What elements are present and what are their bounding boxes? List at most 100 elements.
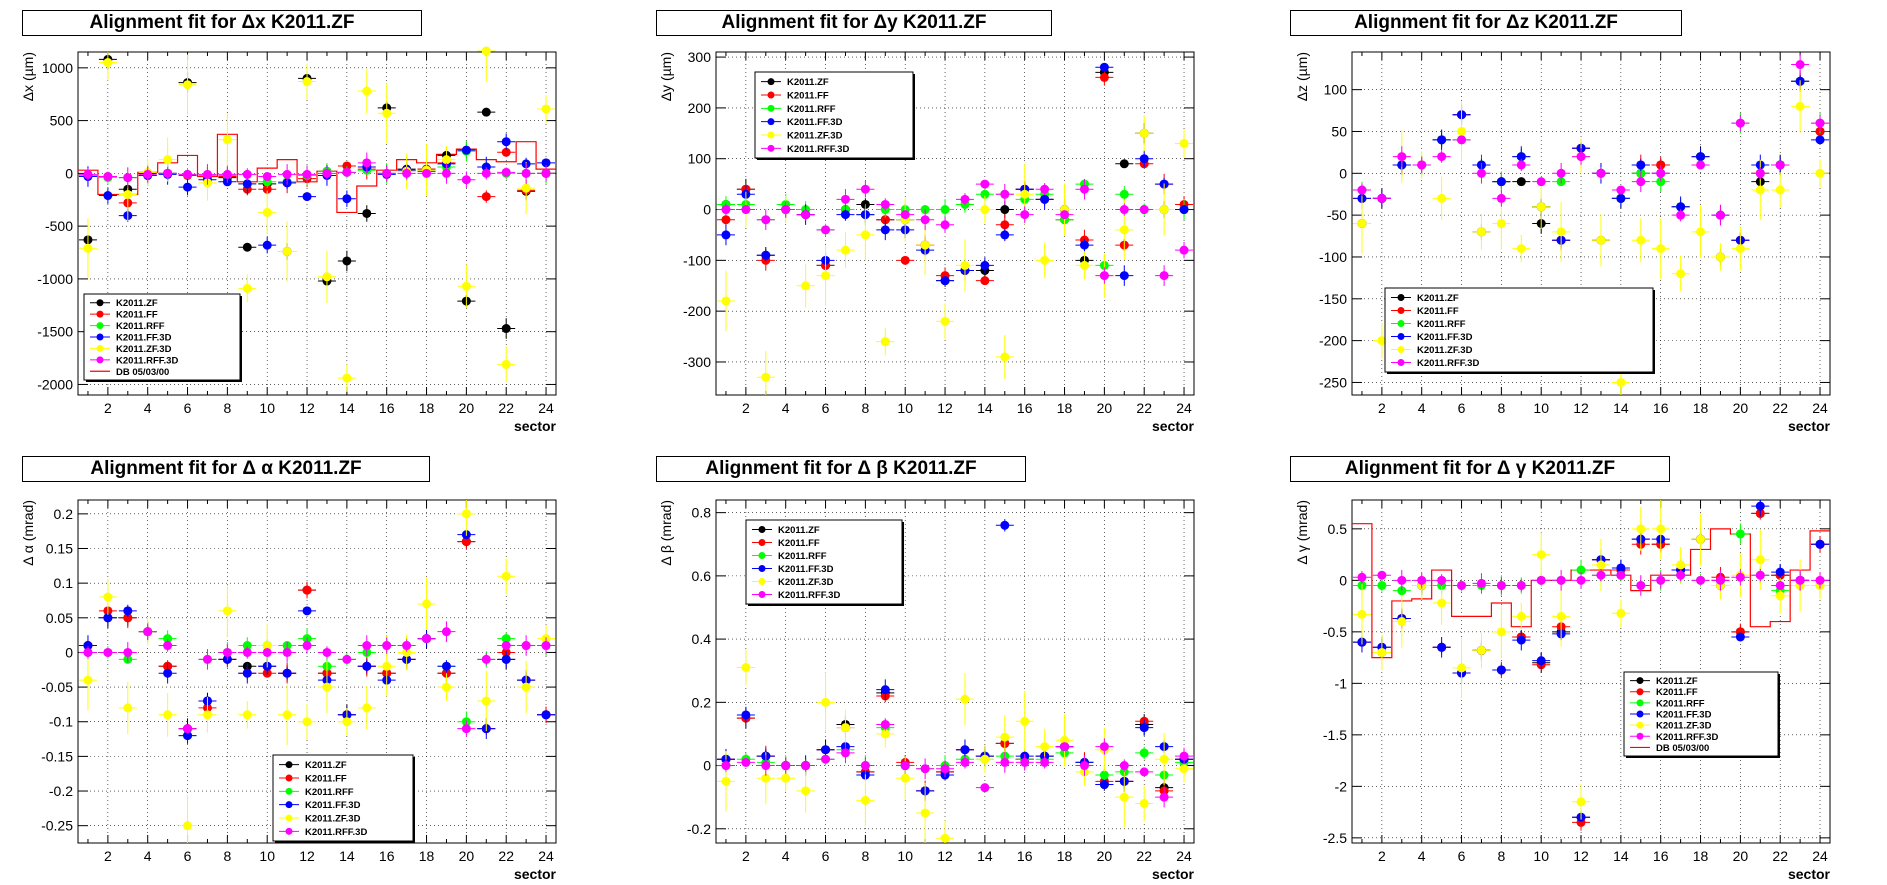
x-tick-label: 18 bbox=[419, 400, 435, 416]
data-point bbox=[1676, 269, 1686, 279]
data-point bbox=[481, 107, 491, 117]
legend-label: K2011.ZF.3D bbox=[305, 814, 361, 825]
x-tick-label: 16 bbox=[379, 400, 395, 416]
data-point bbox=[222, 606, 232, 616]
data-point bbox=[1536, 550, 1546, 560]
data-point bbox=[1556, 611, 1566, 621]
data-point bbox=[1576, 565, 1586, 575]
data-point bbox=[1119, 189, 1129, 199]
legend-swatch bbox=[1636, 688, 1644, 696]
plot-frame bbox=[715, 51, 1195, 396]
data-point bbox=[1457, 663, 1467, 673]
data-point bbox=[980, 260, 990, 270]
data-point bbox=[1159, 754, 1169, 764]
legend-swatch bbox=[96, 356, 104, 364]
x-tick-label: 6 bbox=[184, 848, 192, 864]
x-tick-label: 4 bbox=[144, 848, 152, 864]
data-point bbox=[441, 168, 451, 178]
data-point bbox=[123, 703, 133, 713]
data-point bbox=[183, 80, 193, 90]
data-point bbox=[382, 641, 392, 651]
data-point bbox=[1676, 202, 1686, 212]
x-tick-label: 18 bbox=[1693, 400, 1709, 416]
legend-swatch bbox=[758, 591, 766, 598]
y-axis-label: Δ α (mrad) bbox=[20, 500, 36, 566]
data-point bbox=[1377, 570, 1387, 580]
data-point bbox=[1476, 227, 1486, 237]
data-point bbox=[721, 761, 731, 771]
data-point bbox=[1179, 751, 1189, 761]
data-point bbox=[1815, 118, 1825, 128]
data-point bbox=[1596, 560, 1606, 570]
legend-label: K2011.ZF bbox=[305, 760, 347, 771]
data-point bbox=[920, 215, 930, 225]
data-point bbox=[940, 205, 950, 215]
y-tick-label: 0 bbox=[703, 758, 711, 774]
legend-label: K2011.ZF.3D bbox=[1417, 345, 1473, 356]
data-point bbox=[521, 168, 531, 178]
chart-panel-2: 2 4 6 8 10 12 14 16 18 20 22 24-250-200-150-100-500… bbox=[1294, 51, 1831, 434]
data-point bbox=[302, 169, 312, 179]
series-K2011.FF bbox=[1352, 70, 1830, 251]
x-tick-label: 24 bbox=[538, 400, 554, 416]
chart-title-dgamma: Alignment fit for Δ γ K2011.ZF bbox=[1344, 458, 1616, 479]
data-point bbox=[761, 250, 771, 260]
data-point bbox=[1496, 177, 1506, 187]
data-point bbox=[202, 169, 212, 179]
data-point bbox=[880, 685, 890, 695]
data-point bbox=[1556, 575, 1566, 585]
data-point bbox=[1000, 230, 1010, 240]
data-point bbox=[103, 58, 113, 68]
x-tick-label: 14 bbox=[339, 400, 355, 416]
data-point bbox=[1377, 647, 1387, 657]
legend-label: K2011.FF.3D bbox=[787, 117, 843, 128]
data-point bbox=[282, 668, 292, 678]
y-axis-label: Δy (µm) bbox=[658, 52, 674, 101]
legend-label: K2011.FF.3D bbox=[305, 800, 361, 811]
x-tick-label: 4 bbox=[1418, 400, 1426, 416]
data-point bbox=[1119, 159, 1129, 169]
legend-label: K2011.ZF bbox=[116, 298, 158, 309]
legend-label: K2011.RFF.3D bbox=[787, 144, 849, 155]
data-point bbox=[1656, 168, 1666, 178]
data-point bbox=[83, 169, 93, 179]
data-point bbox=[1457, 126, 1467, 136]
x-tick-label: 6 bbox=[1458, 848, 1466, 864]
y-tick-label: -0.1 bbox=[49, 714, 73, 730]
data-point bbox=[761, 761, 771, 771]
data-point bbox=[1060, 210, 1070, 220]
data-point bbox=[1696, 575, 1706, 585]
x-tick-label: 24 bbox=[538, 848, 554, 864]
data-point bbox=[801, 281, 811, 291]
y-tick-label: -500 bbox=[45, 218, 73, 234]
legend-swatch bbox=[96, 333, 104, 341]
y-tick-label: 0 bbox=[1339, 572, 1347, 588]
legend-label: K2011.ZF bbox=[787, 77, 829, 88]
data-point bbox=[1476, 168, 1486, 178]
legend-swatch bbox=[1636, 699, 1644, 707]
legend-label: K2011.RFF bbox=[1417, 319, 1466, 330]
x-tick-label: 24 bbox=[1176, 400, 1192, 416]
data-point bbox=[801, 761, 811, 771]
plot-frame bbox=[715, 499, 1195, 844]
data-point bbox=[541, 168, 551, 178]
x-axis-label: sector bbox=[1152, 866, 1195, 882]
data-point bbox=[282, 647, 292, 657]
legend-swatch bbox=[758, 552, 766, 559]
chart-panel-0: 2 4 6 8 10 12 14 16 18 20 22 24-2000-1500-1000-5000… bbox=[20, 46, 557, 434]
data-point bbox=[123, 606, 133, 616]
y-tick-label: 300 bbox=[688, 49, 712, 65]
legend-swatch bbox=[1397, 359, 1405, 366]
data-point bbox=[521, 183, 531, 193]
data-point bbox=[1596, 168, 1606, 178]
data-point bbox=[441, 682, 451, 692]
legend: K2011.ZFK2011.FFK2011.RFFK2011.FF.3DK201… bbox=[1623, 671, 1780, 758]
x-tick-label: 18 bbox=[1057, 400, 1073, 416]
x-tick-label: 2 bbox=[1378, 400, 1386, 416]
data-point bbox=[721, 296, 731, 306]
x-tick-label: 24 bbox=[1812, 848, 1828, 864]
y-tick-label: -100 bbox=[683, 252, 711, 268]
plot-frame bbox=[1351, 51, 1831, 396]
data-point bbox=[1696, 160, 1706, 170]
y-tick-label: 500 bbox=[50, 113, 74, 129]
